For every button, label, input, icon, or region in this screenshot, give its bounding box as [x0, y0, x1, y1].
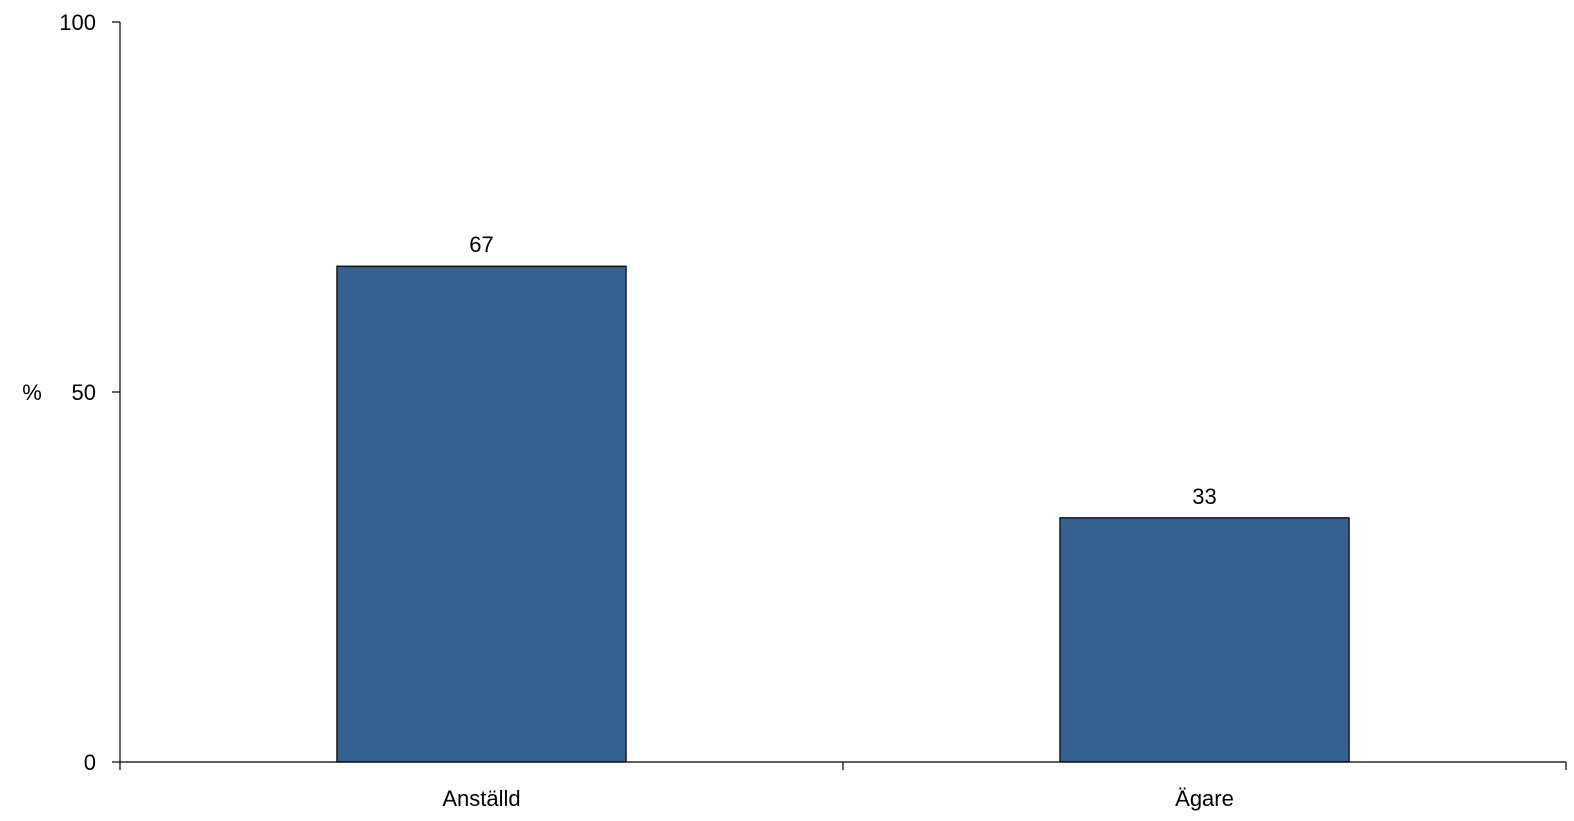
y-ticks: 0 50 100: [59, 10, 120, 775]
y-tick-label: 50: [72, 380, 96, 405]
y-tick-label: 100: [59, 10, 96, 35]
x-ticks: Anställd Ägare: [119, 762, 1567, 811]
y-axis-label: %: [22, 380, 42, 405]
bar-value-label: 67: [469, 232, 493, 257]
data-labels: 67 33: [469, 232, 1216, 509]
bar-value-label: 33: [1192, 484, 1216, 509]
bar: [336, 265, 627, 763]
y-tick-label: 0: [84, 750, 96, 775]
bar: [1059, 517, 1350, 763]
x-tick-label: Anställd: [442, 786, 520, 811]
x-tick-label: Ägare: [1175, 786, 1234, 811]
bars-layer: [336, 265, 1350, 763]
